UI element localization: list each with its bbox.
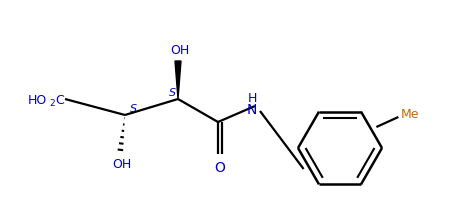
Text: OH: OH: [112, 158, 131, 171]
Text: OH: OH: [170, 44, 190, 57]
Text: HO: HO: [28, 93, 47, 106]
Text: C: C: [55, 93, 64, 106]
Text: N: N: [247, 103, 257, 116]
Text: S: S: [168, 88, 176, 97]
Text: 2: 2: [49, 98, 55, 107]
Text: Me: Me: [401, 108, 420, 121]
Text: O: O: [215, 160, 225, 174]
Polygon shape: [175, 62, 181, 99]
Text: S: S: [129, 103, 136, 114]
Text: H: H: [248, 91, 257, 104]
